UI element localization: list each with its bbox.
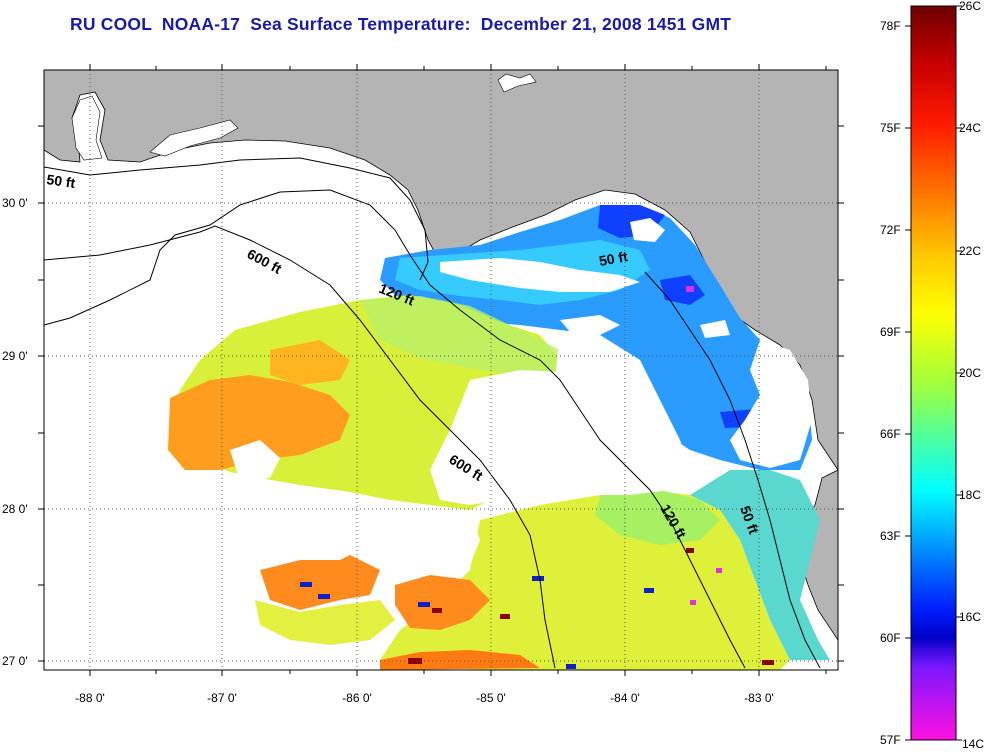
colorbar-f-66: 66F bbox=[880, 427, 901, 441]
cloud-center-east bbox=[555, 330, 690, 495]
sst-orange-west2 bbox=[270, 340, 350, 385]
contour-120ft-north bbox=[43, 189, 746, 669]
colorbar-c-24: 24C bbox=[959, 121, 981, 135]
cloud-bigbend-1 bbox=[560, 218, 730, 338]
lat-label-29: 29 0' bbox=[2, 349, 28, 363]
lon-label-84: -84 0' bbox=[610, 691, 640, 705]
lat-label-30: 30 0' bbox=[2, 196, 28, 210]
colorbar-f-78: 78F bbox=[880, 19, 901, 33]
lake-top bbox=[497, 73, 537, 93]
map-ticks bbox=[38, 64, 844, 676]
sst-cold-pixels bbox=[300, 576, 654, 669]
colorbar-c-14: 14C bbox=[962, 737, 984, 751]
colorbar-c-26: 26C bbox=[959, 0, 981, 13]
contour-50ft-south bbox=[644, 271, 821, 669]
lon-label-83: -83 0' bbox=[744, 691, 774, 705]
colorbar-f-69: 69F bbox=[880, 325, 901, 339]
contour-label-c50-bigbend: 50 ft bbox=[598, 248, 629, 269]
lon-label-87: -87 0' bbox=[207, 691, 237, 705]
colorbar-c-16: 16C bbox=[959, 610, 981, 624]
cloud-center bbox=[430, 370, 570, 505]
contour-600ft bbox=[43, 225, 556, 669]
map-grid bbox=[44, 70, 838, 670]
map-title: RU COOL NOAA-17 Sea Surface Temperature:… bbox=[70, 14, 732, 34]
colorbar-f-75: 75F bbox=[880, 121, 901, 135]
lat-label-27: 27 0' bbox=[2, 654, 28, 668]
cloud-southwest bbox=[60, 495, 380, 650]
bay-mobile bbox=[71, 95, 103, 161]
sst-purple-pixels bbox=[686, 286, 722, 605]
colorbar-c-20: 20C bbox=[959, 366, 981, 380]
colorbar: 78F 75F 72F 69F 66F 63F 60F 57F 26C 24C … bbox=[880, 0, 984, 751]
contour-50ft-west bbox=[43, 157, 429, 281]
colorbar-c-18: 18C bbox=[959, 488, 981, 502]
land-north-coast bbox=[44, 70, 838, 471]
sst-hot-pixels bbox=[408, 548, 774, 665]
colorbar-gradient bbox=[910, 5, 957, 741]
colorbar-c-22: 22C bbox=[959, 244, 981, 258]
bathymetry-contours bbox=[43, 157, 821, 669]
cloud-west-hole bbox=[230, 440, 280, 482]
colorbar-f-63: 63F bbox=[880, 529, 901, 543]
cloud-north-shelf bbox=[440, 258, 640, 292]
sst-south-green bbox=[595, 490, 720, 545]
contour-label-c50-west: 50 ft bbox=[46, 171, 77, 191]
bay-choctaw bbox=[149, 119, 239, 157]
lon-label-88: -88 0' bbox=[75, 691, 105, 705]
colorbar-f-72: 72F bbox=[880, 223, 901, 237]
lon-label-86: -86 0' bbox=[342, 691, 372, 705]
map-frame bbox=[43, 69, 839, 671]
colorbar-f-60: 60F bbox=[880, 631, 901, 645]
lon-label-85: -85 0' bbox=[476, 691, 506, 705]
sst-orange-bottom bbox=[380, 650, 540, 670]
lat-label-28: 28 0' bbox=[2, 502, 28, 516]
sst-shelf-green bbox=[360, 296, 560, 375]
cloud-southcenter bbox=[370, 512, 480, 575]
sst-yellow-south-west bbox=[255, 600, 395, 645]
cloud-coast-band bbox=[730, 340, 812, 468]
sst-deepblue-patches bbox=[598, 205, 806, 428]
colorbar-f-57: 57F bbox=[880, 733, 901, 747]
sst-orange-west bbox=[168, 375, 350, 470]
